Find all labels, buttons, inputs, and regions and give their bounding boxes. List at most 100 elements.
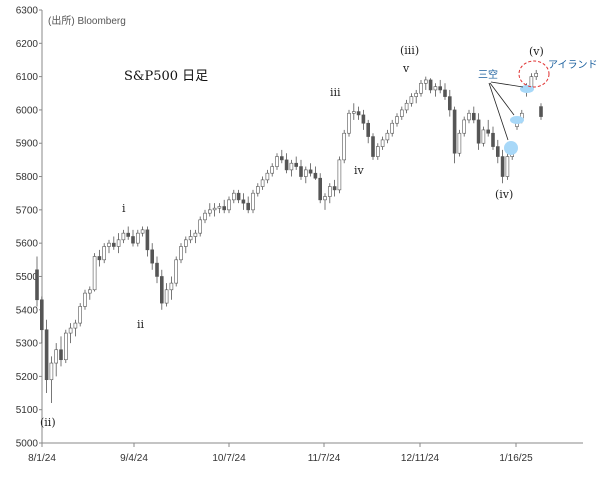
island-circle [518, 60, 550, 88]
candle-body [270, 166, 275, 174]
y-tick-label: 5900 [16, 139, 39, 150]
candle-body [289, 162, 294, 171]
candle-body [303, 169, 308, 177]
candle-body [39, 299, 44, 331]
candle-body [73, 322, 78, 329]
candle-body [174, 259, 178, 284]
candle-body [452, 109, 457, 154]
candle-body [337, 159, 342, 191]
candle-body [164, 289, 169, 304]
candle-body [447, 96, 452, 111]
candle-body [193, 232, 198, 237]
candle-body [208, 209, 212, 214]
candle-body [342, 132, 347, 161]
candle-body [284, 159, 289, 171]
x-tick-label: 1/16/25 [499, 453, 533, 464]
callout-arrow-2 [489, 82, 515, 116]
candle-body [198, 219, 202, 234]
candle-body [255, 186, 260, 194]
candle-body [275, 156, 279, 167]
chart-title: S&P500 日足 [124, 69, 208, 84]
candle-body [222, 206, 226, 211]
candle-body [332, 186, 337, 191]
candle-body [534, 72, 539, 77]
sankuu-label: 三空 [478, 68, 498, 81]
candle-body [155, 262, 159, 277]
candle-body [505, 156, 510, 177]
candle-body [399, 109, 404, 117]
candle-body [318, 177, 323, 201]
candle-body [380, 139, 385, 147]
y-tick-label: 5000 [16, 439, 39, 450]
gap-marker-2 [510, 116, 524, 124]
wave-label: (ⅲ) [400, 44, 419, 57]
candle-body [131, 236, 135, 244]
candle-body [136, 232, 140, 244]
candle-body [395, 116, 399, 124]
candle-body [88, 289, 92, 294]
candle-body [457, 132, 462, 154]
island-label: アイランド [548, 59, 598, 71]
candle-body [35, 269, 39, 301]
candle-body [433, 86, 438, 91]
candle-body [279, 156, 284, 161]
candle-body [404, 102, 409, 111]
candle-body [64, 332, 68, 361]
y-tick-label: 5100 [16, 405, 39, 416]
candle-body [236, 192, 241, 201]
candle-body [419, 82, 423, 94]
wave-label: ⅰ [122, 202, 126, 215]
candle-body [212, 207, 217, 211]
candle-body [232, 192, 236, 201]
candle-body [471, 112, 476, 121]
candle-body [356, 111, 361, 116]
candle-body [495, 146, 500, 157]
candle-body [438, 86, 443, 91]
candle-body [428, 79, 433, 91]
candle-body [371, 136, 375, 157]
candle-body [423, 79, 428, 84]
candle-body [97, 256, 102, 261]
x-tick-label: 8/1/24 [28, 453, 56, 464]
candle-body [92, 256, 97, 291]
candle-body [246, 202, 250, 211]
source-label: (出所) Bloomberg [48, 14, 126, 27]
candle-body [112, 242, 116, 247]
candle-body [327, 186, 332, 197]
candle-body [251, 192, 255, 211]
candle-body [265, 172, 270, 181]
candle-body [179, 246, 183, 261]
candle-body [169, 282, 174, 291]
candle-body [107, 242, 111, 247]
y-tick-label: 5500 [16, 272, 39, 283]
y-tick-label: 6200 [16, 39, 39, 50]
candle-body [59, 349, 63, 361]
candle-body [227, 199, 231, 211]
candle-body [539, 106, 543, 117]
x-axis-ticks: 8/1/24 9/4/24 10/7/24 11/7/24 12/11/24 1/16/2… [28, 443, 533, 464]
y-tick-label: 5700 [16, 205, 39, 216]
callout-arrow-3 [490, 81, 524, 88]
candle-body [361, 114, 366, 124]
candle-body [294, 162, 299, 167]
candle-body [140, 229, 145, 234]
candle-body [385, 132, 390, 141]
x-tick-label: 9/4/24 [120, 453, 148, 464]
wave-label: (ⅴ) [529, 45, 544, 58]
candle-body [467, 112, 471, 121]
candle-body [54, 349, 59, 364]
y-tick-label: 5400 [16, 305, 39, 316]
candle-body [49, 362, 54, 381]
y-axis-ticks: 5000 5100 5200 5300 5400 5500 5600 5700 5800 5900… [16, 6, 42, 450]
candle-body [126, 232, 130, 237]
candle-body [500, 156, 505, 177]
candlestick-series [35, 69, 543, 404]
candle-body [150, 249, 154, 264]
wave-label: ⅱ [137, 318, 144, 331]
candle-body [217, 206, 222, 209]
x-tick-label: 11/7/24 [308, 453, 341, 464]
y-tick-label: 5800 [16, 172, 39, 183]
candle-body [375, 146, 380, 157]
candle-body [145, 229, 150, 251]
